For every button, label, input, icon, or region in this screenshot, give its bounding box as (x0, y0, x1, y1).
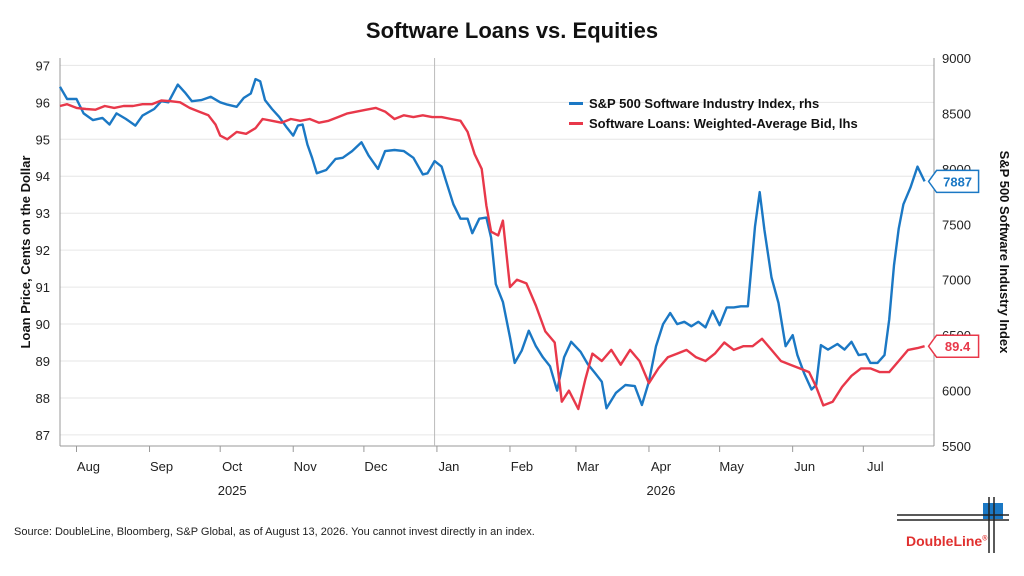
x-tick-label: Aug (77, 459, 100, 474)
y-left-tick-label: 90 (36, 317, 50, 332)
x-year-label: 2026 (646, 483, 675, 498)
x-tick-label: May (719, 459, 744, 474)
chart-legend: S&P 500 Software Industry Index, rhs Sof… (569, 93, 858, 133)
y-left-tick-label: 89 (36, 354, 50, 369)
x-tick-label: Dec (364, 459, 388, 474)
y-left-tick-label: 94 (36, 169, 50, 184)
legend-label-software-loans: Software Loans: Weighted-Average Bid, lh… (589, 115, 858, 131)
logo-text: DoubleLine (906, 533, 983, 549)
y-right-tick-label: 8500 (942, 106, 971, 121)
y-right-tick-label: 7000 (942, 273, 971, 288)
y-left-axis-title: Loan Price, Cents on the Dollar (18, 156, 33, 349)
chart-title: Software Loans vs. Equities (365, 18, 659, 43)
series-line-0 (58, 77, 926, 410)
legend-label-software-index: S&P 500 Software Industry Index, rhs (589, 95, 820, 111)
x-tick-label: Apr (651, 459, 672, 474)
legend-item-software-loans: Software Loans: Weighted-Average Bid, lh… (569, 113, 858, 133)
source-note: Source: DoubleLine, Bloomberg, S&P Globa… (14, 526, 535, 538)
y-right-tick-label: 9000 (942, 51, 971, 66)
legend-swatch-blue (569, 101, 583, 105)
y-right-axis-title: S&P 500 Software Industry Index (997, 151, 1012, 355)
legend-swatch-red (569, 121, 583, 125)
y-left-tick-label: 96 (36, 95, 50, 110)
end-value-label-0: 7887 (943, 174, 972, 189)
logo-registered-mark: ® (982, 535, 988, 543)
y-left-tick-label: 91 (36, 280, 50, 295)
y-left-tick-label: 95 (36, 132, 50, 147)
x-tick-label: Feb (511, 459, 533, 474)
chart-svg: 8788899091929394959697550060006500700075… (18, 51, 1012, 498)
y-left-tick-label: 92 (36, 243, 50, 258)
x-tick-label: Mar (577, 459, 600, 474)
end-value-label-1: 89.4 (945, 339, 971, 354)
end-value-callout-0 (927, 169, 980, 194)
y-left-tick-label: 97 (36, 58, 50, 73)
y-left-tick-label: 88 (36, 391, 50, 406)
x-year-label: 2025 (218, 483, 247, 498)
x-tick-label: Jan (438, 459, 459, 474)
x-tick-label: Nov (294, 459, 318, 474)
legend-item-software-index: S&P 500 Software Industry Index, rhs (569, 93, 858, 113)
series-line-1 (59, 99, 925, 411)
x-tick-label: Jul (867, 459, 884, 474)
y-left-tick-label: 93 (36, 206, 50, 221)
x-tick-label: Jun (794, 459, 815, 474)
y-right-tick-label: 7500 (942, 217, 971, 232)
x-tick-label: Sep (150, 459, 173, 474)
y-left-tick-label: 87 (36, 428, 50, 443)
y-right-tick-label: 6000 (942, 384, 971, 399)
x-tick-label: Oct (222, 459, 243, 474)
doubleline-logo-mark (897, 497, 1009, 553)
y-right-tick-label: 5500 (942, 439, 971, 454)
doubleline-logo: DoubleLine® (906, 533, 987, 549)
end-value-callout-1 (927, 334, 980, 358)
